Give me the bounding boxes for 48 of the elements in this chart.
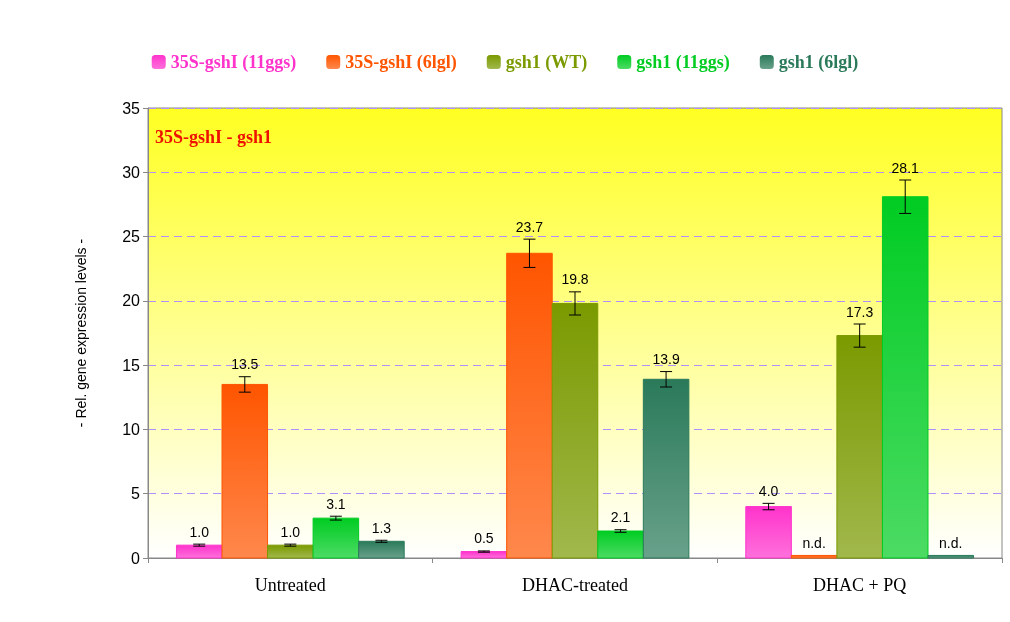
bar (790, 554, 838, 559)
data-label: 1.0 (280, 523, 301, 540)
data-label: 28.1 (891, 159, 920, 176)
y-tick-label: 0 (131, 549, 141, 567)
data-label: 13.5 (231, 356, 259, 373)
bar (221, 383, 269, 559)
y-tick-label: 10 (122, 420, 141, 438)
y-tick-label: 15 (122, 356, 141, 374)
bar (836, 335, 883, 559)
legend-label: gsh1 (11ggs) (636, 52, 730, 73)
y-tick-label: 35 (122, 99, 141, 117)
legend-label: 35S-gshI (11ggs) (170, 52, 297, 73)
bar (881, 196, 929, 559)
x-tick-label: DHAC + PQ (813, 575, 907, 595)
bar (312, 517, 360, 559)
y-tick-label: 25 (122, 228, 141, 246)
data-label: 2.1 (610, 509, 631, 526)
legend-label: gsh1 (WT) (505, 52, 588, 73)
data-label: n.d. (802, 534, 826, 551)
bar (267, 544, 314, 559)
bar (597, 530, 644, 559)
data-label: n.d. (939, 534, 963, 551)
bar (745, 506, 792, 559)
y-tick-label: 20 (122, 292, 141, 310)
bar (927, 554, 975, 559)
y-tick-label: 30 (122, 163, 141, 181)
data-label: 4.0 (758, 482, 779, 499)
data-label: 1.0 (189, 523, 210, 540)
bar (642, 378, 690, 559)
x-tick-label: DHAC-treated (522, 575, 628, 595)
data-label: 17.3 (846, 303, 874, 320)
data-label: 13.9 (652, 351, 680, 368)
bar (175, 544, 223, 559)
y-axis-title: - Rel. gene expression levels - (73, 238, 89, 428)
bar (358, 540, 405, 559)
data-label: 1.3 (371, 519, 392, 536)
data-label: 0.5 (474, 530, 494, 547)
data-label: 19.8 (561, 271, 589, 288)
data-label: 3.1 (326, 495, 346, 512)
bar (551, 302, 599, 559)
legend-label: 35S-gshI (6lgl) (345, 52, 457, 73)
legend-label: gsh1 (6lgl) (778, 52, 859, 73)
bar (460, 551, 508, 559)
annotation: 35S-gshI - gsh1 (155, 127, 273, 147)
data-label: 23.7 (515, 218, 544, 235)
bar (506, 252, 553, 559)
y-tick-label: 5 (131, 485, 141, 503)
x-tick-label: Untreated (254, 575, 326, 595)
